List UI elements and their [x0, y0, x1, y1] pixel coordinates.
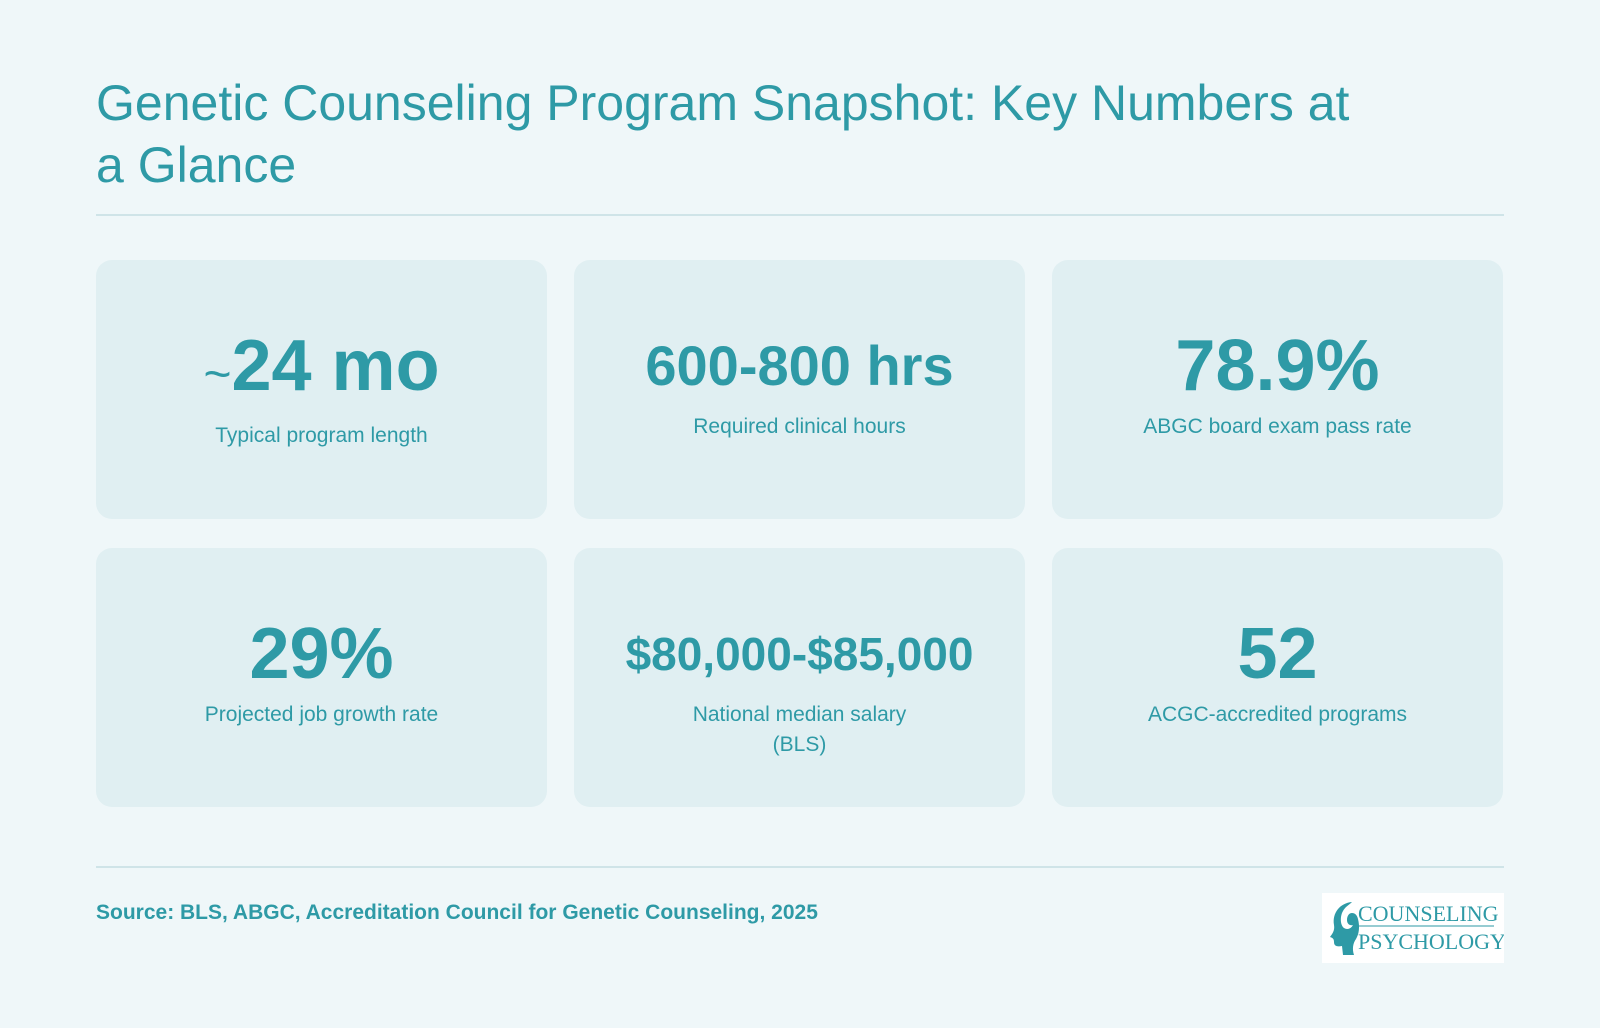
- stat-card-median-salary: $80,000-$85,000 National median salary (…: [574, 548, 1025, 807]
- counseling-psychology-logo: COUNSELING PSYCHOLOGY: [1322, 893, 1504, 963]
- stat-value: 29%: [249, 614, 394, 694]
- stat-label: ABGC board exam pass rate: [1143, 415, 1412, 438]
- stats-grid: ~24 mo Typical program length 600-800 hr…: [96, 260, 1504, 807]
- stat-card-program-length: ~24 mo Typical program length: [96, 260, 547, 519]
- stat-label: ACGC-accredited programs: [1147, 703, 1408, 726]
- page-title: Genetic Counseling Program Snapshot: Key…: [96, 75, 1350, 193]
- stat-card-pass-rate: 78.9% ABGC board exam pass rate: [1052, 260, 1503, 519]
- source-note: Source: BLS, ABGC, Accreditation Council…: [96, 901, 818, 924]
- logo-line1: COUNSELING: [1358, 901, 1499, 926]
- stat-label: Typical program length: [215, 424, 428, 447]
- top-divider: [96, 214, 1504, 216]
- stat-value: 78.9%: [1175, 326, 1380, 406]
- stat-value: 600-800 hrs: [645, 334, 954, 397]
- stat-label: National median salary (BLS): [692, 703, 907, 756]
- stat-label: Required clinical hours: [693, 415, 906, 438]
- stat-value: $80,000-$85,000: [625, 628, 974, 680]
- stat-value-number: 24 mo: [231, 326, 440, 406]
- logo-line2: PSYCHOLOGY: [1358, 929, 1504, 954]
- stat-card-clinical-hours: 600-800 hrs Required clinical hours: [574, 260, 1025, 519]
- stat-value: ~24 mo: [203, 324, 439, 417]
- stat-label: Projected job growth rate: [204, 703, 439, 726]
- stat-value-tilde: ~: [203, 348, 232, 401]
- stat-card-job-growth: 29% Projected job growth rate: [96, 548, 547, 807]
- stat-card-accredited-programs: 52 ACGC-accredited programs: [1052, 548, 1503, 807]
- bottom-divider: [96, 866, 1504, 868]
- stat-value: 52: [1237, 614, 1318, 694]
- head-profile-icon: COUNSELING PSYCHOLOGY: [1330, 901, 1504, 955]
